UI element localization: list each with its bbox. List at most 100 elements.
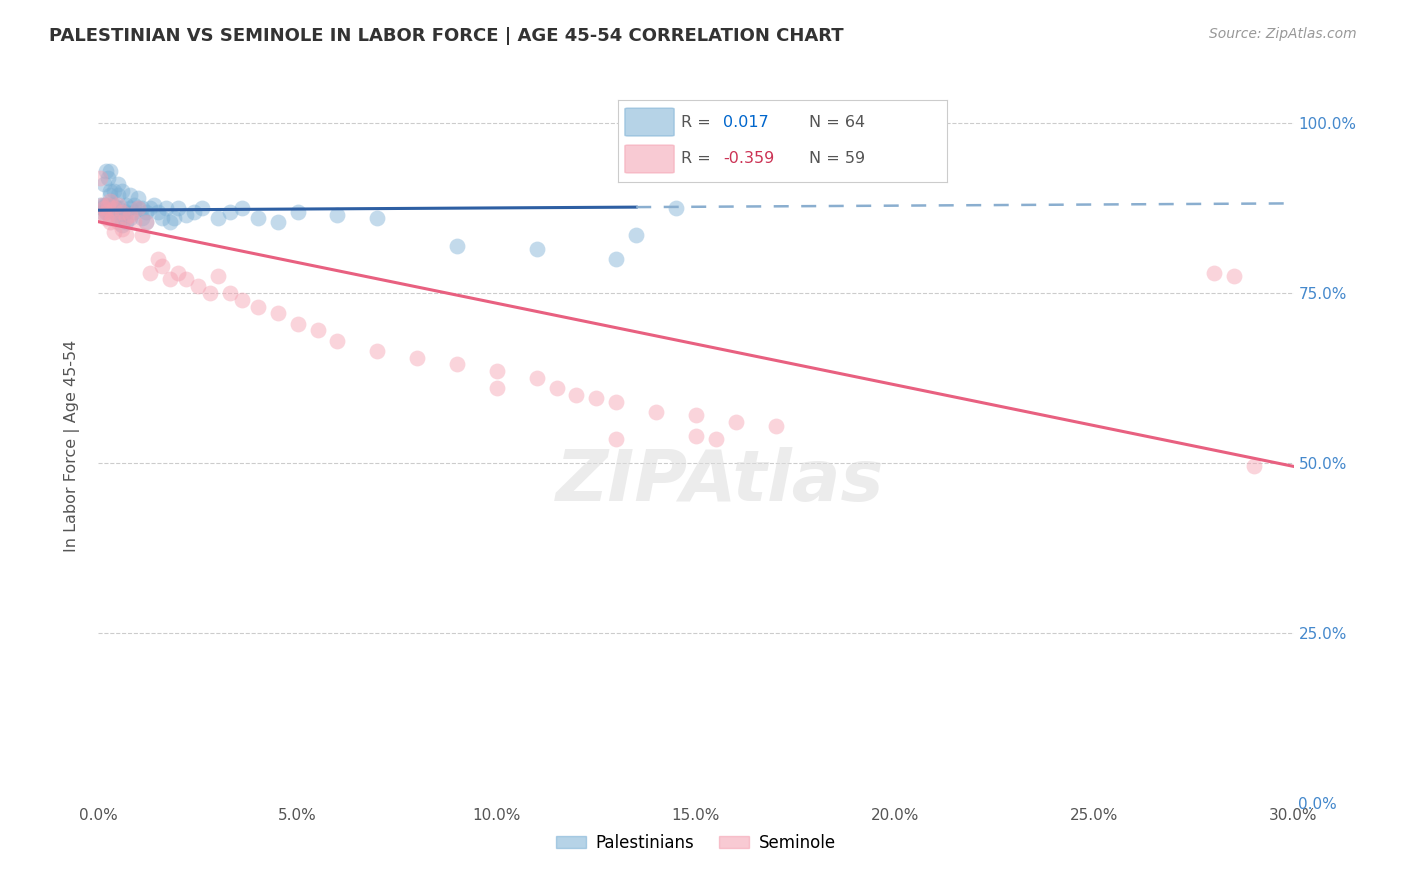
- Point: [605, 394, 627, 409]
- Point: [98, 194, 122, 209]
- Point: [366, 211, 388, 226]
- Point: [93, 201, 115, 215]
- Point: [1243, 459, 1265, 474]
- Point: [219, 204, 242, 219]
- Point: [107, 211, 129, 226]
- Point: [191, 201, 214, 215]
- Point: [159, 272, 181, 286]
- Point: [111, 204, 134, 219]
- Point: [120, 211, 142, 226]
- Point: [765, 418, 787, 433]
- Point: [111, 201, 134, 215]
- Point: [665, 201, 688, 215]
- Point: [98, 215, 122, 229]
- Point: [120, 208, 142, 222]
- Point: [326, 334, 349, 348]
- Point: [485, 381, 508, 395]
- Point: [626, 228, 648, 243]
- Point: [139, 266, 162, 280]
- Point: [446, 358, 468, 372]
- Point: [187, 279, 209, 293]
- Point: [98, 163, 122, 178]
- Point: [159, 215, 181, 229]
- Point: [103, 204, 125, 219]
- Point: [267, 215, 290, 229]
- Point: [231, 293, 253, 307]
- Point: [91, 204, 114, 219]
- Point: [135, 215, 157, 229]
- Point: [148, 204, 170, 219]
- Point: [287, 204, 309, 219]
- Point: [605, 432, 627, 446]
- Point: [124, 198, 146, 212]
- Point: [120, 201, 142, 215]
- Point: [96, 204, 118, 219]
- Point: [246, 300, 269, 314]
- Point: [115, 211, 138, 226]
- Point: [115, 204, 138, 219]
- Point: [131, 201, 153, 215]
- Point: [111, 184, 134, 198]
- Point: [704, 432, 727, 446]
- Point: [231, 201, 253, 215]
- Point: [115, 228, 138, 243]
- Point: [246, 211, 269, 226]
- Point: [546, 381, 568, 395]
- Point: [307, 323, 329, 337]
- Point: [139, 201, 162, 215]
- Point: [143, 198, 166, 212]
- Point: [131, 228, 153, 243]
- Point: [155, 201, 177, 215]
- Point: [103, 198, 125, 212]
- Point: [163, 211, 186, 226]
- Text: ZIPAtlas: ZIPAtlas: [555, 447, 884, 516]
- Point: [124, 215, 146, 229]
- Point: [93, 198, 115, 212]
- Point: [115, 198, 138, 212]
- Text: Source: ZipAtlas.com: Source: ZipAtlas.com: [1209, 27, 1357, 41]
- Point: [685, 409, 707, 423]
- Point: [1202, 266, 1225, 280]
- Point: [89, 198, 111, 212]
- Point: [150, 211, 173, 226]
- Point: [101, 211, 124, 226]
- Point: [111, 211, 134, 226]
- Point: [167, 266, 190, 280]
- Point: [267, 306, 290, 320]
- Point: [115, 215, 138, 229]
- Point: [148, 252, 170, 266]
- Point: [135, 204, 157, 219]
- Point: [131, 211, 153, 226]
- Point: [124, 204, 146, 219]
- Point: [107, 187, 129, 202]
- Point: [98, 187, 122, 202]
- Y-axis label: In Labor Force | Age 45-54: In Labor Force | Age 45-54: [63, 340, 80, 552]
- Point: [96, 163, 118, 178]
- Point: [96, 211, 118, 226]
- Point: [120, 187, 142, 202]
- Point: [91, 201, 114, 215]
- Point: [127, 191, 149, 205]
- Point: [127, 201, 149, 215]
- Text: PALESTINIAN VS SEMINOLE IN LABOR FORCE | AGE 45-54 CORRELATION CHART: PALESTINIAN VS SEMINOLE IN LABOR FORCE |…: [49, 27, 844, 45]
- Point: [101, 198, 124, 212]
- Point: [446, 238, 468, 252]
- Point: [526, 371, 548, 385]
- Point: [174, 272, 197, 286]
- Point: [98, 201, 122, 215]
- Point: [98, 184, 122, 198]
- Point: [96, 198, 118, 212]
- Point: [91, 198, 114, 212]
- Point: [107, 201, 129, 215]
- Point: [366, 343, 388, 358]
- Point: [685, 429, 707, 443]
- Point: [111, 221, 134, 235]
- Point: [645, 405, 668, 419]
- Point: [167, 201, 190, 215]
- Point: [150, 259, 173, 273]
- Point: [107, 215, 129, 229]
- Point: [207, 211, 229, 226]
- Point: [97, 198, 120, 212]
- Point: [207, 269, 229, 284]
- Point: [585, 392, 607, 406]
